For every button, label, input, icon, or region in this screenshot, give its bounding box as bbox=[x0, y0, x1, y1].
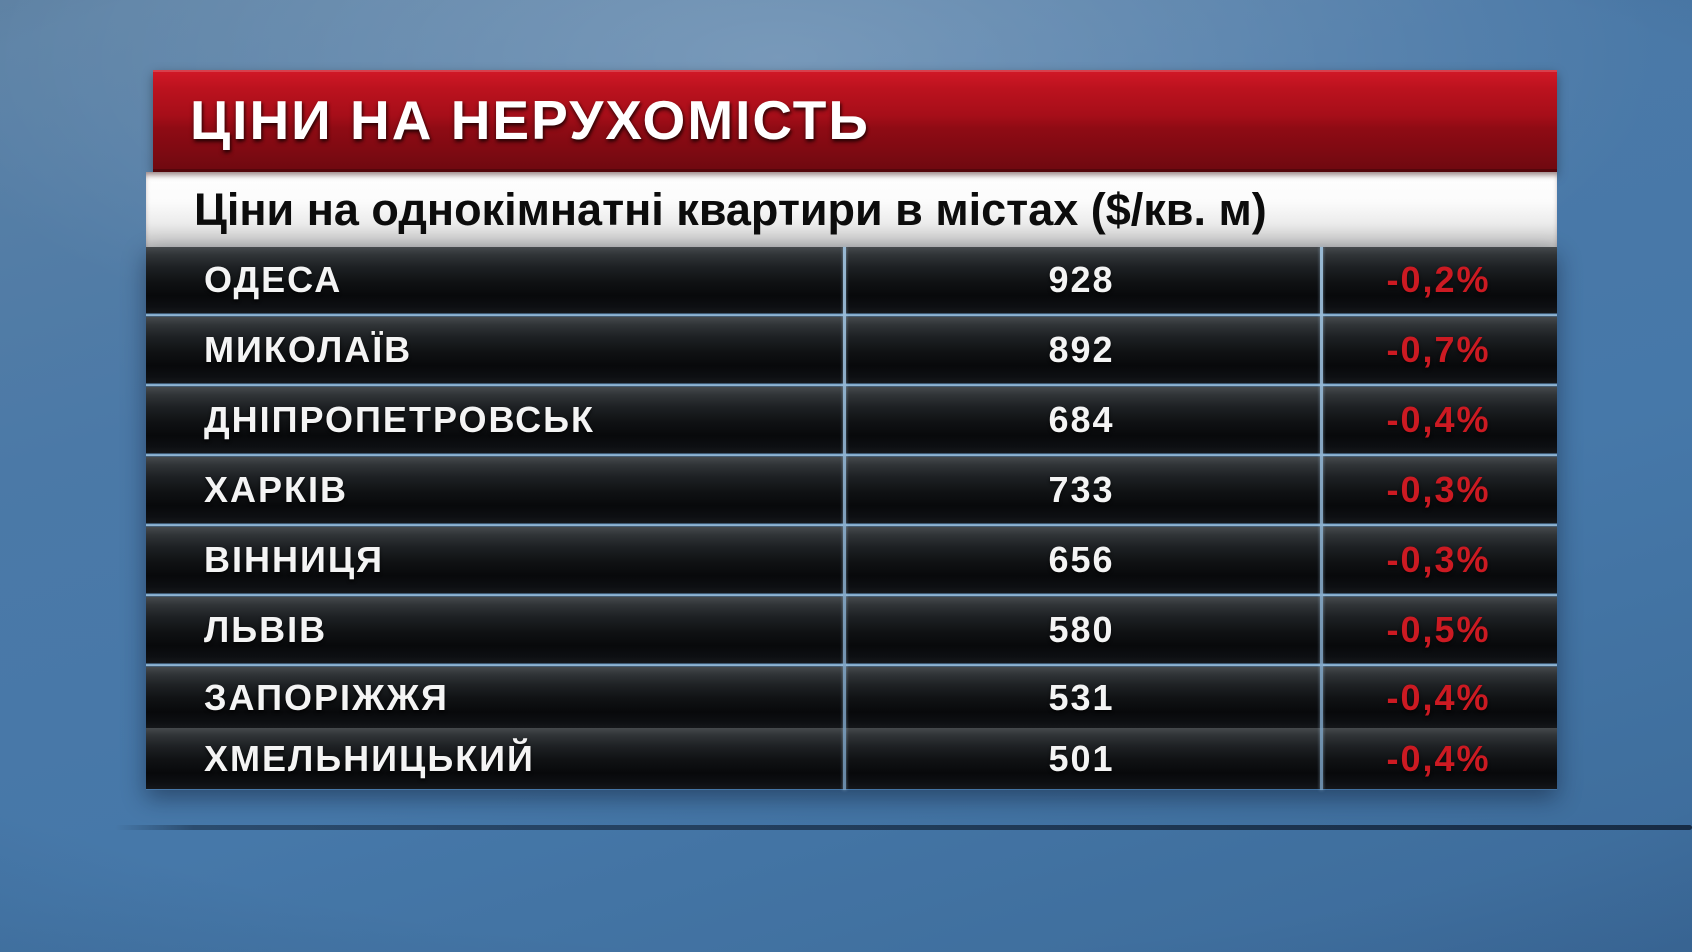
row-separator bbox=[146, 663, 1557, 667]
change-cell: -0,3% bbox=[1386, 469, 1491, 510]
table-row: ОДЕСА 928 -0,2% bbox=[146, 247, 1557, 313]
subtitle-band: Ціни на однокімнатні квартири в містах (… bbox=[146, 172, 1557, 247]
price-cell: 656 bbox=[1048, 539, 1115, 580]
change-cell: -0,4% bbox=[1386, 676, 1491, 718]
row-separator bbox=[146, 453, 1557, 457]
table-row: ЗАПОРІЖЖЯ 531 -0,4% bbox=[146, 667, 1557, 728]
city-cell: ВІННИЦЯ bbox=[204, 539, 385, 580]
price-cell: 733 bbox=[1048, 469, 1115, 510]
change-cell: -0,7% bbox=[1386, 329, 1491, 370]
change-cell: -0,2% bbox=[1386, 259, 1491, 300]
table-row: ХМЕЛЬНИЦЬКИЙ 501 -0,4% bbox=[146, 728, 1557, 789]
price-cell: 501 bbox=[1048, 737, 1115, 779]
city-cell: ХАРКІВ bbox=[204, 469, 348, 510]
table-row: ХАРКІВ 733 -0,3% bbox=[146, 457, 1557, 523]
table-row: ЛЬВІВ 580 -0,5% bbox=[146, 597, 1557, 663]
row-separator bbox=[146, 523, 1557, 527]
city-cell: ДНІПРОПЕТРОВСЬК bbox=[204, 399, 595, 440]
title-banner: ЦІНИ НА НЕРУХОМІСТЬ bbox=[153, 70, 1557, 172]
table-row: МИКОЛАЇВ 892 -0,7% bbox=[146, 317, 1557, 383]
column-divider bbox=[1320, 247, 1323, 790]
city-cell: ЛЬВІВ bbox=[204, 609, 328, 650]
table-subtitle: Ціни на однокімнатні квартири в містах (… bbox=[194, 184, 1267, 235]
column-divider bbox=[843, 247, 846, 790]
city-cell: ЗАПОРІЖЖЯ bbox=[204, 676, 449, 718]
city-cell: МИКОЛАЇВ bbox=[204, 329, 413, 370]
change-cell: -0,3% bbox=[1386, 539, 1491, 580]
city-cell: ХМЕЛЬНИЦЬКИЙ bbox=[204, 737, 535, 779]
price-cell: 684 bbox=[1048, 399, 1115, 440]
change-cell: -0,4% bbox=[1386, 737, 1491, 779]
price-cell: 531 bbox=[1048, 676, 1115, 718]
table-row: ДНІПРОПЕТРОВСЬК 684 -0,4% bbox=[146, 387, 1557, 453]
city-cell: ОДЕСА bbox=[204, 259, 343, 300]
price-cell: 892 bbox=[1048, 329, 1115, 370]
price-cell: 580 bbox=[1048, 609, 1115, 650]
price-table: ОДЕСА 928 -0,2% МИКОЛАЇВ 892 -0,7% ДНІПР… bbox=[146, 247, 1557, 790]
row-separator bbox=[146, 313, 1557, 317]
row-separator bbox=[146, 593, 1557, 597]
price-cell: 928 bbox=[1048, 259, 1115, 300]
change-cell: -0,4% bbox=[1386, 399, 1491, 440]
page-title: ЦІНИ НА НЕРУХОМІСТЬ bbox=[190, 89, 870, 151]
row-separator bbox=[146, 383, 1557, 387]
table-row: ВІННИЦЯ 656 -0,3% bbox=[146, 527, 1557, 593]
change-cell: -0,5% bbox=[1386, 609, 1491, 650]
backdrop-seam-line bbox=[115, 825, 1692, 830]
